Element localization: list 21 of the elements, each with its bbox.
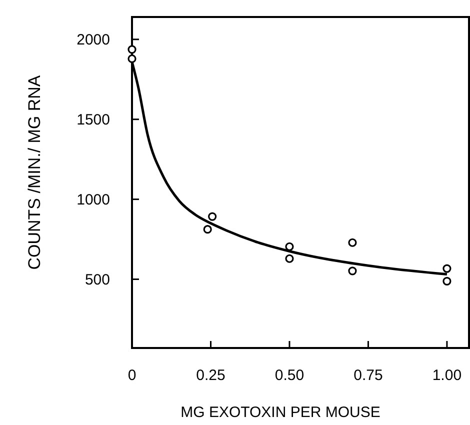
x-tick-label: 0.50 <box>274 367 304 384</box>
point <box>128 54 136 64</box>
x-tick-label: 1.00 <box>432 367 462 384</box>
x-axis-title: MG EXOTOXIN PER MOUSE <box>180 404 380 421</box>
point <box>128 45 136 54</box>
point <box>442 264 452 273</box>
y-tick-label: 1000 <box>76 192 110 209</box>
x-tick-label: 0 <box>128 367 136 384</box>
point <box>348 238 357 247</box>
point <box>208 212 217 221</box>
x-tick-label: 0.75 <box>354 367 383 384</box>
point <box>442 276 452 286</box>
y-axis-title: COUNTS /MIN./ MG RNA <box>25 74 44 270</box>
y-tick-label: 500 <box>84 271 110 288</box>
y-tick-label: 2000 <box>76 32 110 49</box>
point <box>348 266 357 276</box>
point <box>203 225 212 234</box>
x-tick-label: 0.25 <box>196 367 226 384</box>
y-tick-label: 1500 <box>76 112 110 129</box>
point <box>285 254 294 263</box>
point <box>285 242 294 251</box>
